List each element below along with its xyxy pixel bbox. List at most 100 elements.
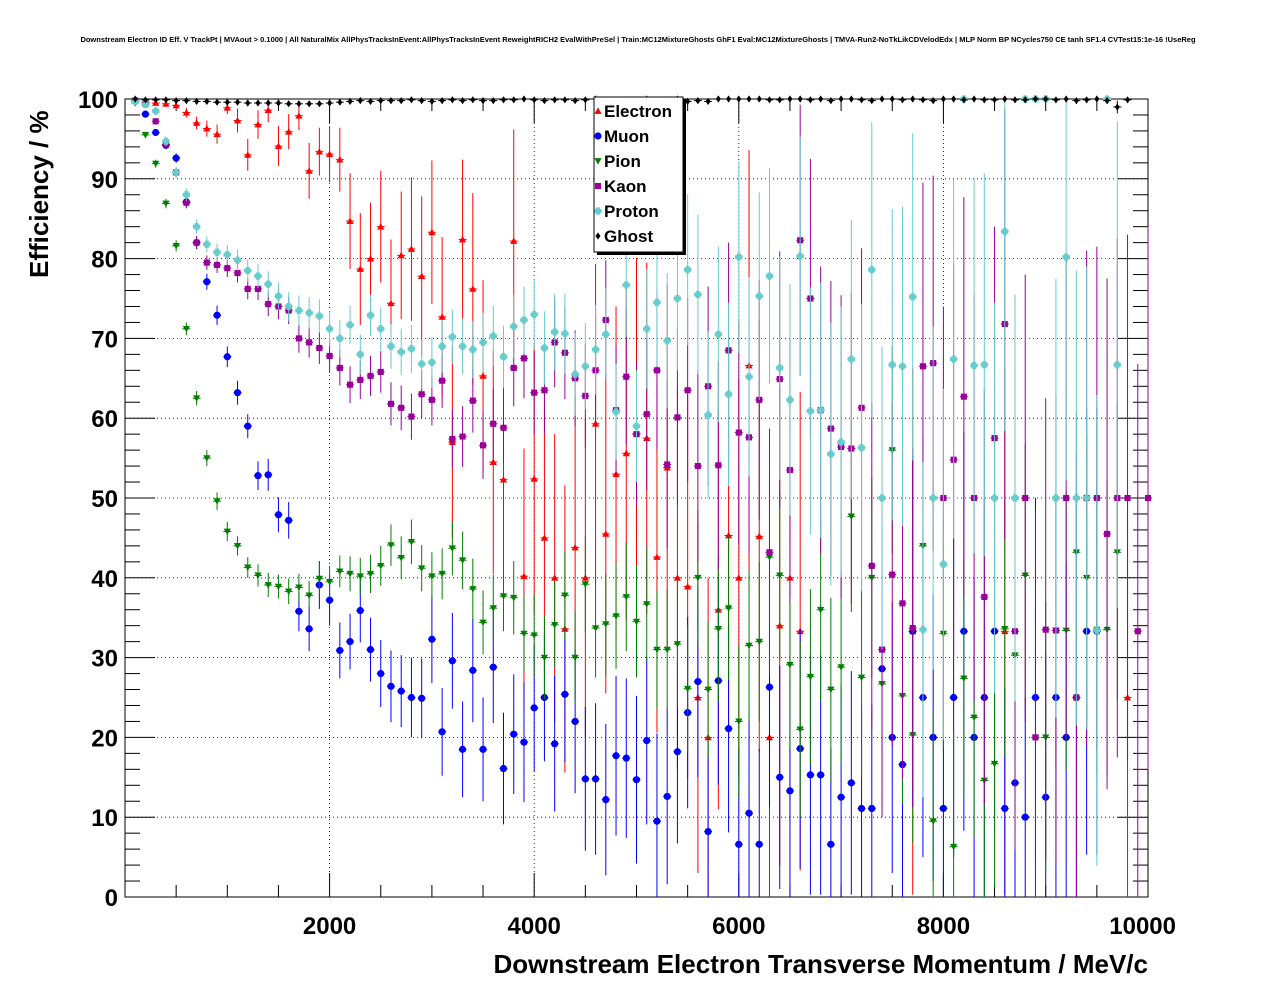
data-point	[428, 573, 436, 580]
data-point	[182, 108, 190, 116]
data-point-group	[959, 197, 968, 597]
data-point-group	[151, 159, 160, 168]
data-point-group	[448, 612, 457, 709]
data-point-group	[1000, 501, 1009, 757]
data-point	[479, 619, 487, 627]
data-point-group	[274, 574, 283, 599]
legend-label: Pion	[604, 152, 641, 171]
data-point-group	[673, 581, 682, 707]
data-point	[152, 118, 159, 125]
data-point-group	[264, 458, 273, 491]
data-point	[848, 95, 854, 103]
data-point	[612, 408, 620, 416]
data-point	[480, 96, 486, 105]
data-point	[1022, 96, 1028, 104]
data-point	[326, 578, 334, 586]
data-point	[337, 98, 343, 106]
data-point	[591, 345, 600, 354]
data-point-group	[315, 100, 324, 108]
data-point	[449, 435, 456, 443]
data-point	[357, 96, 363, 105]
data-point	[233, 543, 242, 550]
data-point-group	[213, 243, 222, 261]
data-point-group	[325, 311, 334, 347]
data-point	[264, 582, 272, 589]
data-point-group	[806, 96, 815, 104]
data-point	[1144, 494, 1152, 502]
data-point	[694, 574, 702, 582]
data-point-group	[745, 569, 754, 722]
data-point-group	[816, 282, 825, 538]
data-point	[407, 539, 416, 546]
data-point-group	[223, 245, 232, 265]
data-point-group	[571, 611, 580, 704]
series-proton	[131, 95, 1122, 866]
data-point-group	[632, 695, 641, 864]
data-point	[735, 718, 743, 726]
data-point	[530, 704, 538, 712]
data-point-group	[734, 161, 743, 353]
data-point	[746, 95, 752, 103]
data-point	[152, 128, 160, 137]
data-point	[163, 96, 169, 104]
data-point	[920, 96, 926, 104]
data-point	[602, 621, 610, 628]
data-point	[735, 253, 743, 261]
data-point	[428, 635, 436, 643]
data-point	[316, 344, 323, 352]
data-point-group	[550, 434, 559, 722]
data-point-group	[233, 249, 242, 271]
data-point	[295, 335, 302, 342]
data-point	[1073, 96, 1079, 105]
data-point	[837, 793, 845, 801]
data-point-group	[479, 411, 488, 479]
data-point	[162, 200, 170, 208]
data-point-group	[427, 595, 436, 684]
data-point-group	[233, 98, 242, 106]
data-point-group	[213, 124, 222, 144]
data-point	[755, 292, 763, 300]
data-point-group	[284, 100, 293, 108]
data-point-group	[417, 545, 426, 592]
data-point	[806, 407, 815, 415]
data-point-group	[939, 95, 948, 103]
data-point-group	[734, 320, 743, 545]
data-point	[366, 255, 375, 262]
data-point-group	[335, 555, 344, 588]
data-point	[448, 657, 456, 665]
x-tick-label: 4000	[508, 913, 561, 940]
data-point-group	[704, 735, 713, 897]
data-point-group	[714, 95, 723, 103]
x-tick-label: 8000	[917, 913, 970, 940]
data-point-group	[550, 581, 559, 668]
data-point-group	[161, 136, 170, 147]
data-point	[684, 582, 692, 590]
data-point-group	[765, 428, 774, 676]
data-point-group	[642, 546, 651, 662]
data-point-group	[264, 271, 273, 297]
y-tick-label: 0	[105, 885, 118, 912]
data-point	[499, 353, 508, 361]
data-point	[939, 804, 948, 813]
data-point	[612, 613, 620, 620]
data-point-group	[693, 370, 702, 562]
data-point	[448, 545, 456, 552]
data-point	[960, 393, 967, 400]
data-point	[254, 120, 262, 128]
data-point-group	[458, 406, 467, 467]
data-point-group	[427, 336, 436, 388]
data-point-group	[540, 616, 549, 700]
data-point	[346, 638, 354, 646]
data-point-group	[131, 95, 140, 103]
data-point	[694, 463, 701, 470]
data-point	[572, 96, 578, 105]
data-point-group	[489, 96, 498, 105]
data-point	[807, 96, 813, 104]
data-point-group	[305, 580, 314, 610]
data-point	[439, 96, 445, 105]
data-point-group	[990, 96, 999, 104]
data-point	[591, 625, 600, 632]
data-point	[305, 625, 313, 633]
data-point-group	[1103, 96, 1112, 105]
data-point-group	[652, 733, 661, 897]
